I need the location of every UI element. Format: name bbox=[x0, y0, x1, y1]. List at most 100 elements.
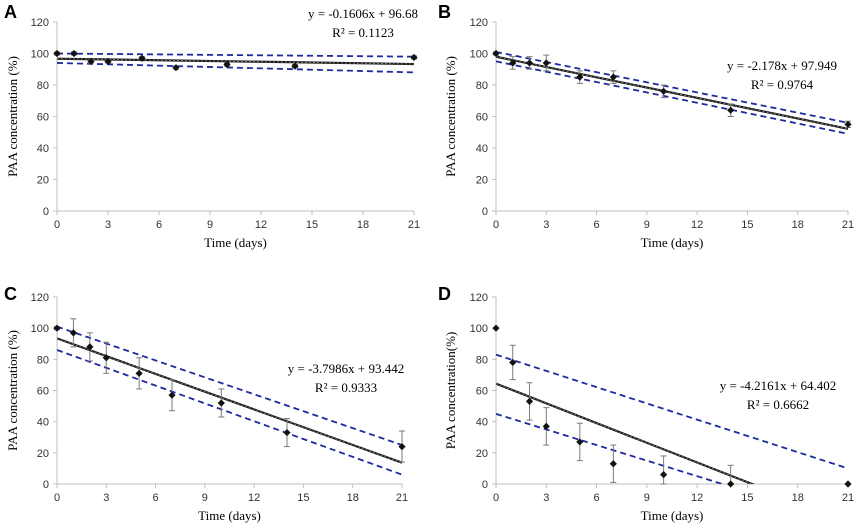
regression-equation: y = -3.7986x + 93.442 bbox=[288, 361, 405, 376]
y-tick-label: 80 bbox=[37, 80, 49, 92]
y-tick-label: 60 bbox=[37, 386, 49, 398]
x-tick-label: 6 bbox=[153, 492, 159, 504]
x-tick-label: 18 bbox=[347, 492, 359, 504]
x-tick-label: 12 bbox=[255, 219, 267, 231]
x-tick-label: 3 bbox=[103, 492, 109, 504]
y-tick-label: 120 bbox=[470, 17, 488, 29]
y-tick-label: 0 bbox=[43, 479, 49, 491]
x-tick-label: 15 bbox=[741, 219, 753, 231]
x-tick-label: 21 bbox=[408, 219, 420, 231]
data-point bbox=[509, 358, 517, 367]
panel-d: D 0 20 40 60 80 100 120 0 3 6 9 12 15 18 21 Time (days) P… bbox=[438, 284, 854, 523]
y-tick-label: 100 bbox=[470, 49, 488, 61]
x-tick-label: 15 bbox=[297, 492, 309, 504]
x-tick-label: 9 bbox=[644, 492, 650, 504]
data-point bbox=[542, 422, 550, 430]
x-tick-label: 15 bbox=[306, 219, 318, 231]
data-point bbox=[525, 397, 534, 406]
x-tick-label: 6 bbox=[156, 219, 162, 231]
x-tick-label: 18 bbox=[357, 219, 369, 231]
regression-equation: y = -2.178x + 97.949 bbox=[727, 58, 837, 73]
data-point bbox=[609, 460, 617, 468]
data-point bbox=[576, 73, 584, 81]
x-axis-title: Time (days) bbox=[641, 235, 704, 250]
x-tick-label: 0 bbox=[493, 219, 499, 231]
data-point bbox=[87, 57, 95, 65]
y-tick-label: 100 bbox=[31, 49, 49, 61]
x-tick-label: 0 bbox=[493, 492, 499, 504]
y-tick-label: 100 bbox=[31, 323, 49, 335]
y-tick-label: 60 bbox=[476, 112, 488, 124]
data-point bbox=[492, 49, 500, 58]
data-point bbox=[223, 60, 231, 69]
fit-lines bbox=[57, 325, 403, 476]
y-tick-label: 20 bbox=[37, 448, 49, 460]
fit-lines bbox=[496, 353, 849, 484]
data-point bbox=[70, 49, 78, 58]
data-point bbox=[727, 480, 735, 488]
x-tick-label: 18 bbox=[792, 219, 804, 231]
y-tick-label: 0 bbox=[482, 479, 488, 491]
regression-equation: y = -4.2161x + 64.402 bbox=[720, 378, 837, 393]
lower-confidence-line bbox=[57, 349, 403, 476]
regression-line-highlight bbox=[57, 58, 415, 65]
y-tick-label: 20 bbox=[476, 448, 488, 460]
y-tick-label: 100 bbox=[470, 323, 488, 335]
panel-c: C 0 20 40 60 80 100 120 0 3 6 9 12 15 18 21 Time (days) P… bbox=[4, 284, 408, 523]
fit-lines bbox=[57, 52, 415, 74]
x-tick-label: 15 bbox=[741, 492, 753, 504]
y-tick-label: 120 bbox=[470, 292, 488, 304]
data-point bbox=[138, 54, 146, 62]
x-tick-label: 9 bbox=[207, 219, 213, 231]
x-axis-title: Time (days) bbox=[198, 508, 261, 523]
x-axis-title: Time (days) bbox=[641, 508, 704, 523]
y-axis-title: PAA concentration (%) bbox=[5, 56, 20, 177]
data-point bbox=[525, 59, 534, 67]
y-tick-label: 120 bbox=[31, 17, 49, 29]
data-point bbox=[660, 87, 668, 95]
r-squared-label: R² = 0.9333 bbox=[315, 380, 377, 395]
x-tick-label: 6 bbox=[594, 492, 600, 504]
x-tick-label: 9 bbox=[644, 219, 650, 231]
data-point bbox=[291, 62, 299, 70]
data-point bbox=[53, 49, 61, 58]
lower-confidence-line bbox=[57, 62, 415, 74]
y-tick-label: 40 bbox=[476, 143, 488, 155]
x-tick-label: 3 bbox=[105, 219, 111, 231]
data-point bbox=[609, 73, 617, 81]
r-squared-label: R² = 0.1123 bbox=[332, 25, 394, 40]
data-point bbox=[492, 324, 500, 332]
x-tick-label: 6 bbox=[594, 219, 600, 231]
regression-line bbox=[496, 55, 849, 130]
y-tick-label: 60 bbox=[476, 386, 488, 398]
x-tick-label: 18 bbox=[792, 492, 804, 504]
x-tick-label: 3 bbox=[543, 492, 549, 504]
data-point bbox=[844, 120, 852, 128]
x-tick-label: 21 bbox=[842, 219, 854, 231]
panel-a: A 0 20 40 60 80 100 120 0 3 6 9 12 15 18 21 Time (days) P… bbox=[4, 2, 420, 250]
data-point bbox=[410, 53, 418, 62]
upper-confidence-line bbox=[57, 52, 415, 58]
x-tick-label: 21 bbox=[396, 492, 408, 504]
data-point bbox=[69, 329, 78, 337]
data-point bbox=[86, 343, 94, 351]
data-point bbox=[844, 480, 852, 488]
y-tick-label: 80 bbox=[476, 354, 488, 366]
regression-line-highlight bbox=[57, 338, 403, 464]
y-tick-label: 0 bbox=[43, 206, 49, 218]
panel-letter: C bbox=[4, 284, 17, 304]
data-point bbox=[53, 324, 61, 332]
x-tick-label: 21 bbox=[842, 492, 854, 504]
y-tick-label: 120 bbox=[31, 292, 49, 304]
lower-confidence-line bbox=[496, 413, 726, 484]
y-tick-label: 20 bbox=[476, 175, 488, 187]
panel-b: B 0 20 40 60 80 100 120 0 3 6 9 12 15 18 21 Time (days) P… bbox=[438, 2, 854, 250]
data-point bbox=[168, 391, 176, 399]
r-squared-label: R² = 0.9764 bbox=[751, 77, 814, 92]
y-tick-label: 40 bbox=[476, 417, 488, 429]
y-tick-label: 20 bbox=[37, 175, 49, 187]
y-axis-title: PAA concentration (%) bbox=[443, 56, 458, 177]
y-tick-label: 40 bbox=[37, 417, 49, 429]
x-tick-label: 12 bbox=[691, 492, 703, 504]
data-point bbox=[172, 64, 180, 72]
